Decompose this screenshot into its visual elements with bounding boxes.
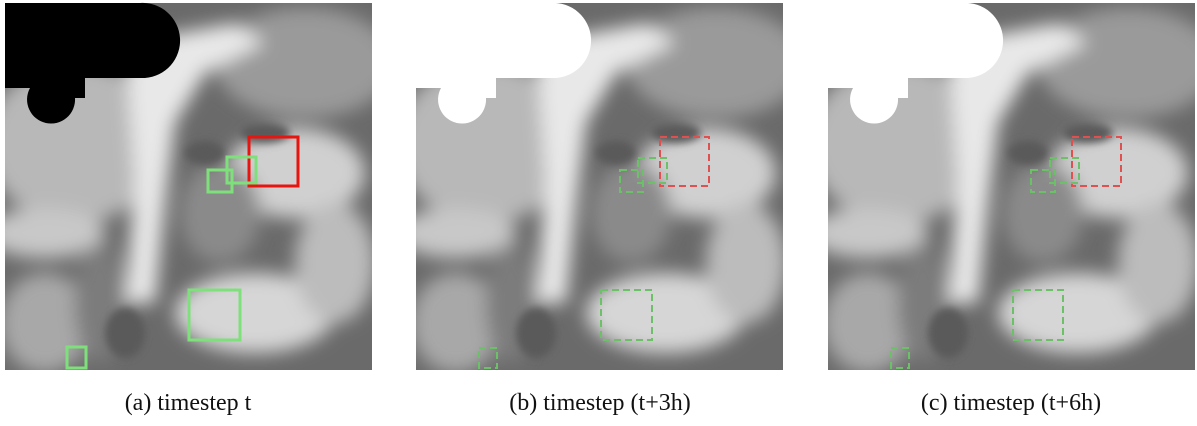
caption: (c) timestep (t+6h)	[921, 390, 1101, 416]
caption: (a) timestep t	[125, 390, 252, 416]
figure: (a) timestep t (b) timestep (t+3h) (c) t…	[0, 0, 1197, 421]
panel-c: (c) timestep (t+6h)	[808, 3, 1197, 416]
panel-a: (a) timestep t	[0, 3, 395, 416]
panel-b: (b) timestep (t+3h)	[396, 3, 806, 416]
caption: (b) timestep (t+3h)	[509, 390, 691, 416]
